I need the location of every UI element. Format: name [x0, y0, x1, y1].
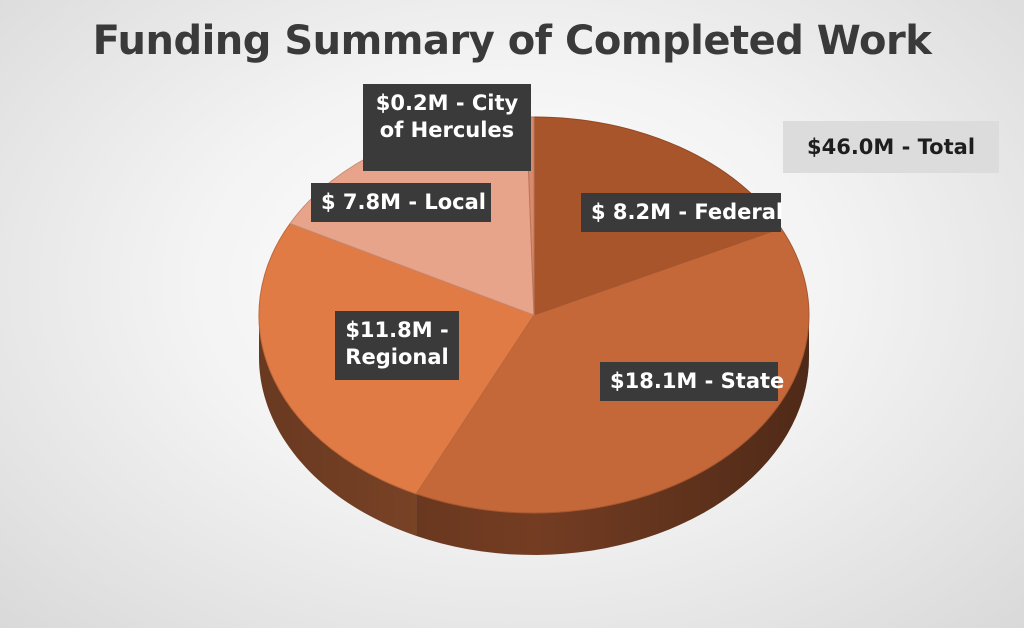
slice-label-city: $0.2M - City of Hercules [363, 84, 531, 171]
slice-label-regional: $11.8M - Regional [335, 311, 459, 380]
slice-label-federal: $ 8.2M - Federal [581, 193, 783, 232]
pie-side-shading [259, 315, 809, 555]
chart-title: Funding Summary of Completed Work [92, 18, 932, 64]
slice-label-state: $18.1M - State [600, 362, 784, 401]
slice-label-local: $ 7.8M - Local [311, 183, 491, 222]
total-label: $46.0M - Total [783, 121, 999, 173]
